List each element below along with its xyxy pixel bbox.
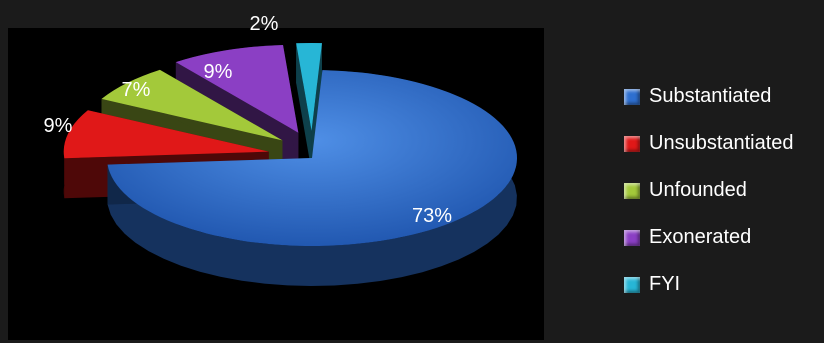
legend-item-substantiated: Substantiated	[624, 84, 824, 109]
pie-chart: 73% 9% 7% 9% 2%	[44, 13, 518, 286]
pie-slice-exonerated	[175, 44, 299, 133]
pie-slice-unfounded	[101, 69, 283, 141]
pie-slice-edge-fyi-1	[311, 43, 322, 172]
pie-slice-unsubstantiated	[63, 110, 269, 159]
legend-label-fyi: FYI	[649, 273, 681, 295]
legend-item-exonerated: Exonerated	[624, 225, 824, 250]
legend: Substantiated Unsubstantiated Unfounded Exo…	[624, 84, 824, 319]
data-label-fyi: 2%	[250, 13, 279, 35]
legend-swatch-unsubstantiated	[624, 135, 640, 152]
pie-slice-fyi	[296, 43, 322, 132]
pie-slice-edge-fyi-0	[296, 43, 312, 172]
legend-item-fyi: FYI	[624, 272, 824, 297]
pie-slice-substantiated	[107, 70, 518, 247]
data-label-substantiated: 73%	[412, 205, 452, 227]
legend-swatch-exonerated	[624, 229, 640, 246]
data-label-unsubstantiated: 9%	[44, 115, 73, 137]
legend-label-unfounded: Unfounded	[649, 179, 747, 201]
legend-item-unfounded: Unfounded	[624, 178, 824, 203]
legend-label-substantiated: Substantiated	[649, 85, 772, 107]
legend-item-unsubstantiated: Unsubstantiated	[624, 131, 824, 156]
legend-label-exonerated: Exonerated	[649, 226, 752, 248]
legend-swatch-unfounded	[624, 182, 640, 199]
data-label-exonerated: 9%	[204, 61, 233, 83]
legend-swatch-substantiated	[624, 88, 640, 105]
data-label-unfounded: 7%	[122, 79, 151, 101]
legend-swatch-fyi	[624, 276, 640, 293]
legend-label-unsubstantiated: Unsubstantiated	[649, 132, 794, 154]
